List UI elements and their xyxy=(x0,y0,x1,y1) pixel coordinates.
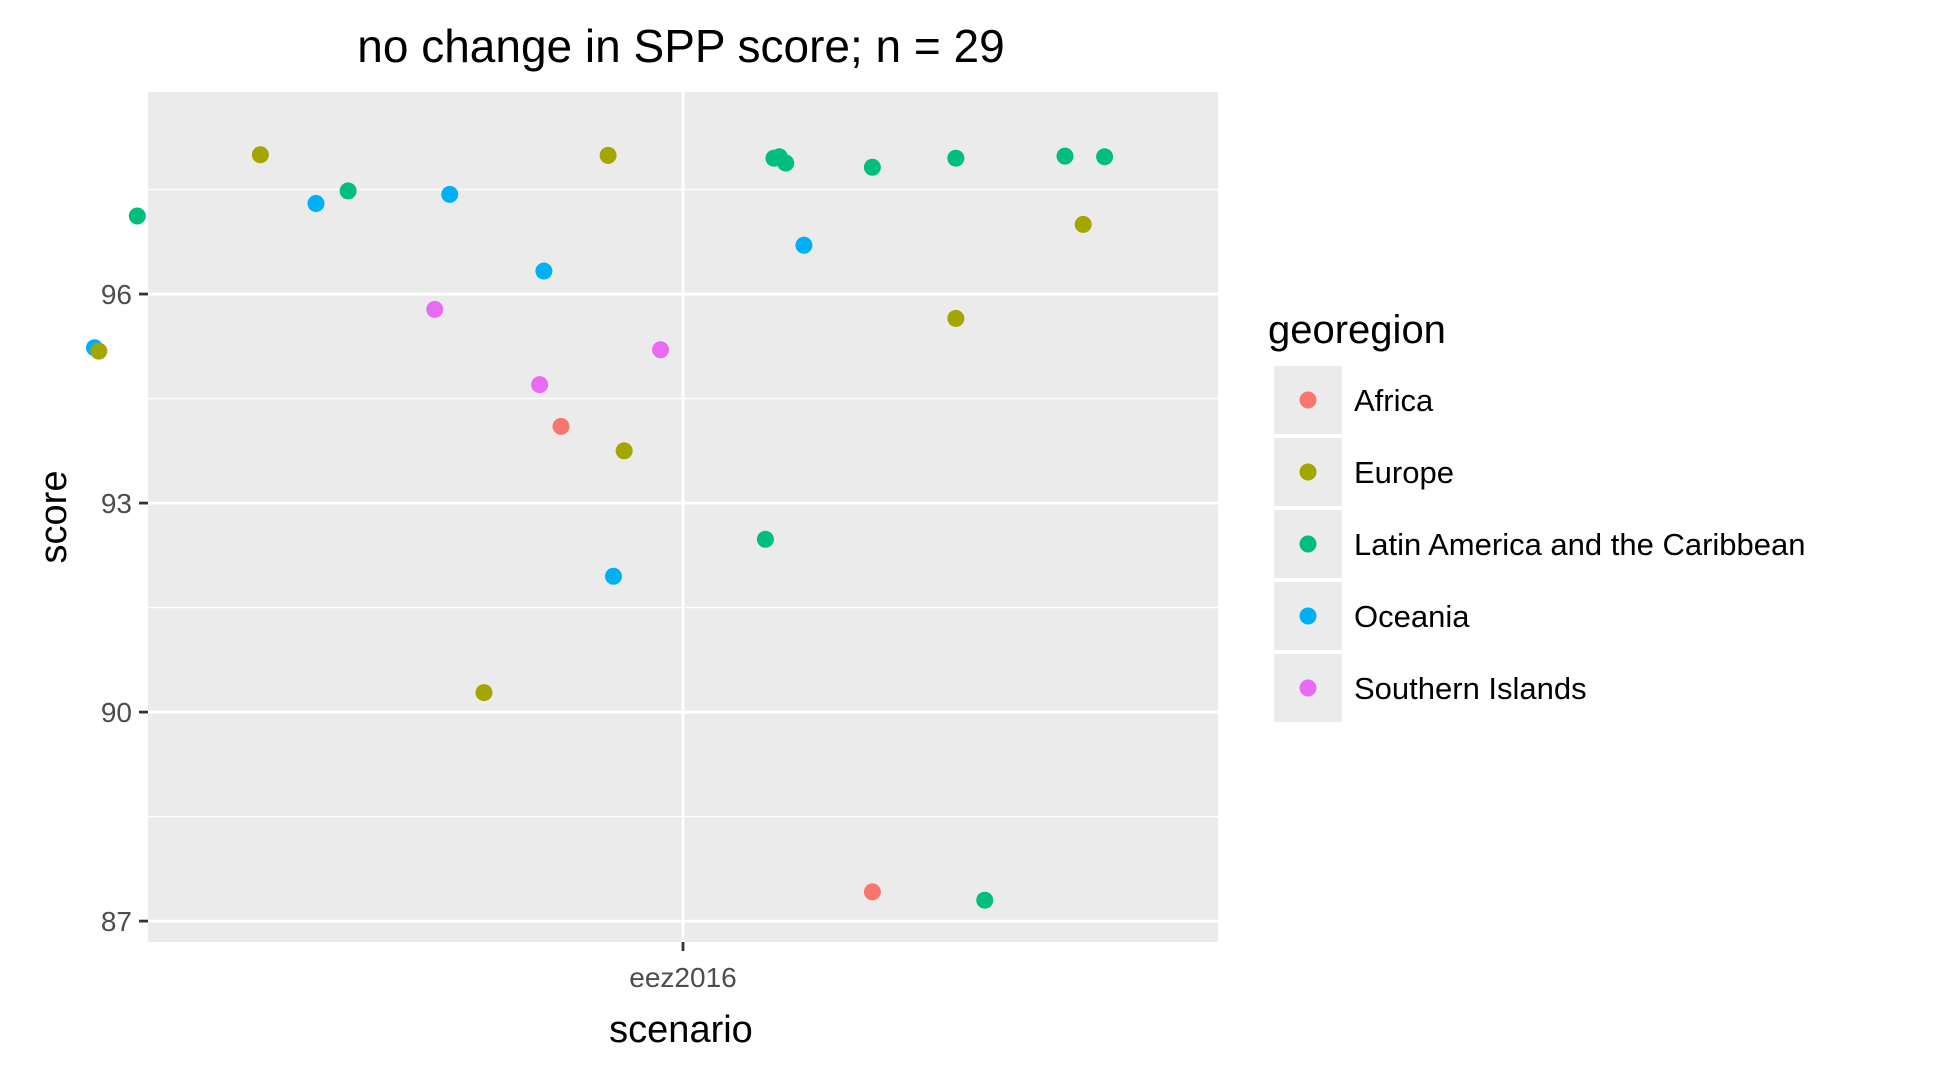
data-point xyxy=(777,154,795,172)
data-point xyxy=(535,262,553,280)
y-axis-title: score xyxy=(33,471,75,564)
data-point xyxy=(90,342,108,360)
data-point xyxy=(604,567,622,585)
data-point xyxy=(441,185,459,203)
data-point xyxy=(1074,215,1092,233)
data-point xyxy=(599,146,617,164)
legend-label: Africa xyxy=(1354,383,1434,418)
legend-label: Europe xyxy=(1354,455,1454,490)
data-point xyxy=(339,182,357,200)
grid-lines xyxy=(148,92,1218,942)
data-point xyxy=(531,376,549,394)
x-tick-label: eez2016 xyxy=(629,962,736,993)
legend-label: Southern Islands xyxy=(1354,671,1587,706)
legend-key-swatch xyxy=(1299,391,1317,409)
data-point xyxy=(426,300,444,318)
x-axis: eez2016 xyxy=(629,942,737,993)
data-point xyxy=(128,207,146,225)
data-point xyxy=(1056,147,1074,165)
x-axis-title: scenario xyxy=(609,1009,753,1051)
legend-key-swatch xyxy=(1299,679,1317,697)
y-tick-label: 93 xyxy=(101,488,132,519)
data-point xyxy=(615,442,633,460)
legend-key-swatch xyxy=(1299,607,1317,625)
y-tick-label: 87 xyxy=(101,906,132,937)
legend-label: Latin America and the Caribbean xyxy=(1354,527,1806,562)
chart-title: no change in SPP score; n = 29 xyxy=(357,20,1004,72)
legend: georegion Africa Europe Latin America and … xyxy=(1268,308,1806,722)
legend-title: georegion xyxy=(1268,308,1446,352)
data-point xyxy=(1096,148,1114,166)
data-point xyxy=(947,309,965,327)
data-points xyxy=(86,146,1114,909)
data-point xyxy=(863,883,881,901)
legend-key-swatch xyxy=(1299,535,1317,553)
legend-key-swatch xyxy=(1299,463,1317,481)
data-point xyxy=(307,194,325,212)
y-tick-label: 90 xyxy=(101,697,132,728)
y-axis: 87 90 93 96 xyxy=(101,279,148,937)
data-point xyxy=(652,341,670,359)
data-point xyxy=(863,158,881,176)
data-point xyxy=(756,530,774,548)
data-point xyxy=(251,146,269,164)
data-point xyxy=(795,236,813,254)
legend-entries: Africa Europe Latin America and the Caribb… xyxy=(1274,366,1806,722)
data-point xyxy=(976,891,994,909)
data-point xyxy=(475,684,493,702)
legend-label: Oceania xyxy=(1354,599,1470,634)
data-point xyxy=(552,417,570,435)
data-point xyxy=(947,149,965,167)
y-tick-label: 96 xyxy=(101,279,132,310)
